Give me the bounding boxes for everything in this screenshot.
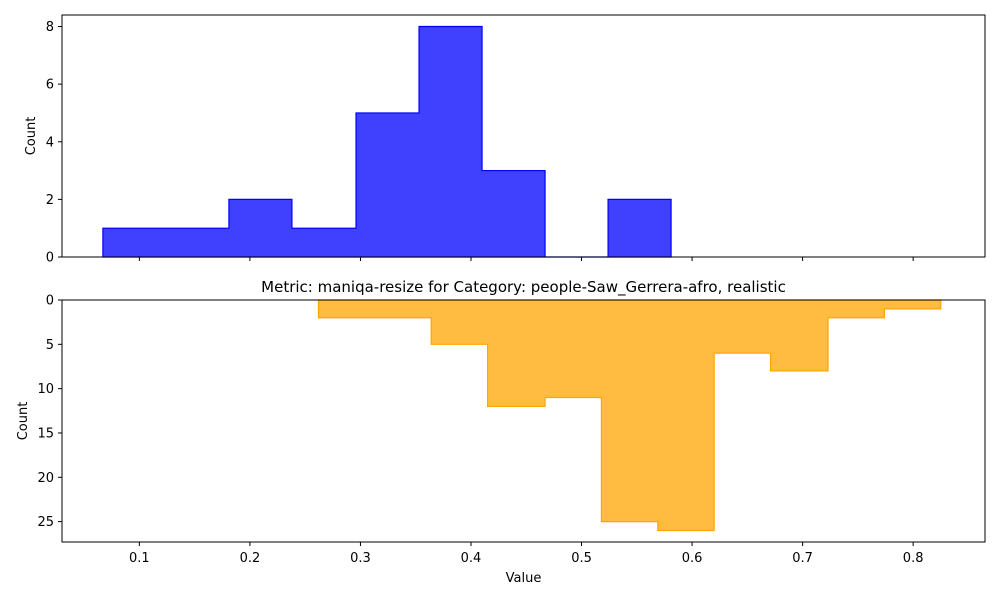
- x-tick-label: 0.1: [129, 551, 150, 566]
- y-axis-label: Count: [16, 402, 31, 441]
- x-tick-label: 0.5: [571, 551, 592, 566]
- y-tick-label: 0: [46, 251, 54, 266]
- y-tick-label: 25: [37, 515, 54, 530]
- x-tick-label: 0.7: [792, 551, 813, 566]
- y-tick-label: 5: [46, 338, 54, 353]
- axes-frame: [61, 14, 986, 258]
- chart-title: Metric: maniqa-resize for Category: peop…: [261, 278, 786, 297]
- top-histogram-panel: 0 2 4 6 8 Count: [24, 14, 986, 266]
- x-tick-label: 0.2: [240, 551, 261, 566]
- y-tick-label: 8: [46, 20, 54, 35]
- x-tick-label: 0.4: [461, 551, 482, 566]
- axes-frame: [61, 299, 986, 543]
- x-tick-label: 0.6: [682, 551, 703, 566]
- y-axis-label: Count: [24, 117, 39, 156]
- x-tick-label: 0.8: [903, 551, 924, 566]
- x-tick-label: 0.3: [350, 551, 371, 566]
- y-tick-label: 20: [37, 471, 54, 486]
- y-tick-label: 2: [46, 193, 54, 208]
- bottom-histogram-panel: 0 5 10 15 20 25 0.1 0.2 0.3 0.4 0.5 0.6 0.7 0.8 Count V…: [16, 278, 986, 586]
- y-tick-label: 10: [37, 382, 54, 397]
- y-tick-label: 15: [37, 426, 54, 441]
- x-axis-label: Value: [506, 571, 542, 586]
- histogram-step-area: [102, 25, 672, 258]
- y-tick-label: 6: [46, 78, 54, 93]
- y-tick-label: 4: [46, 135, 54, 150]
- y-tick-label: 0: [46, 294, 54, 309]
- histogram-step-area: [317, 299, 942, 532]
